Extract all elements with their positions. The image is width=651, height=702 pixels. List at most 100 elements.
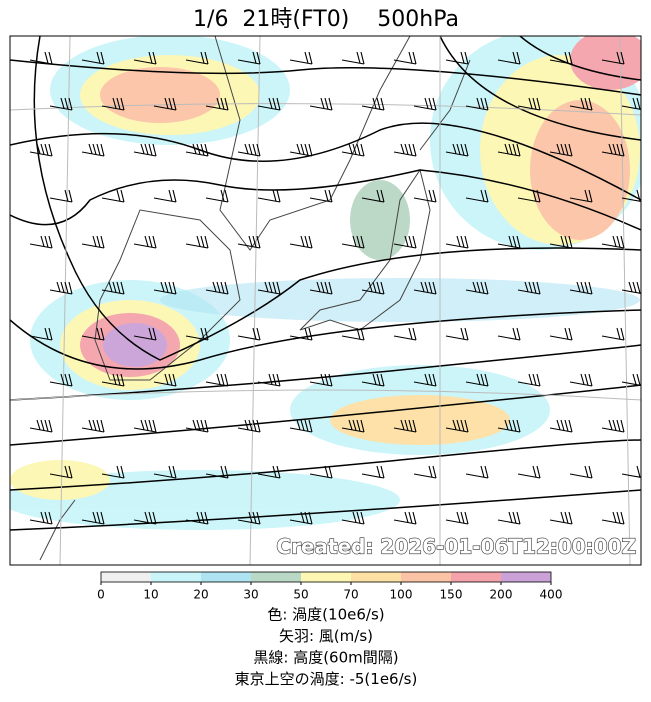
wind-barb xyxy=(517,97,541,111)
colorbar-frame xyxy=(100,571,552,583)
wind-barb xyxy=(393,511,417,525)
wind-barb xyxy=(133,235,157,249)
colorbar-segment xyxy=(501,572,551,582)
legend-line: 矢羽: 風(m/s) xyxy=(279,627,373,645)
colorbar-tick-label: 70 xyxy=(343,588,358,602)
coastlines xyxy=(39,36,471,561)
wind-barb xyxy=(49,97,73,111)
wind-barb xyxy=(549,51,573,65)
wind-barb xyxy=(289,143,313,157)
wind-barb xyxy=(153,465,177,479)
wind-barb xyxy=(257,373,281,387)
wind-barb xyxy=(185,51,209,65)
wind-barb xyxy=(601,51,625,65)
colorbar: 0 10 20 30 50 70 100 150 200 400 xyxy=(97,571,562,602)
colorbar-tick-label: 0 xyxy=(97,588,105,602)
wind-barb xyxy=(341,419,365,433)
wind-barb xyxy=(133,327,157,341)
wind-barb xyxy=(413,97,437,111)
wind-barb xyxy=(517,465,541,479)
colorbar-tick-label: 200 xyxy=(490,588,513,602)
wind-barb xyxy=(393,327,417,341)
wind-barb xyxy=(601,419,625,433)
wind-barb xyxy=(185,511,209,525)
wind-barb xyxy=(497,511,521,525)
wind-barb xyxy=(413,465,437,479)
map-frame xyxy=(9,35,642,566)
wind-barb xyxy=(465,373,489,387)
wind-barb xyxy=(621,189,641,203)
wind-barb xyxy=(81,327,105,341)
wind-barb xyxy=(289,511,313,525)
wind-barb xyxy=(237,51,261,65)
wind-barb xyxy=(569,465,593,479)
colorbar-tick-label: 30 xyxy=(243,588,258,602)
wind-barb xyxy=(549,511,573,525)
wind-barb xyxy=(445,51,469,65)
colorbar-segment xyxy=(451,572,501,582)
wind-barb xyxy=(29,51,53,65)
wind-barb xyxy=(289,51,313,65)
wind-barb xyxy=(445,327,469,341)
colorbar-segment xyxy=(251,572,301,582)
wind-barb xyxy=(101,465,125,479)
legend: 色: 渦度(10e6/s) 矢羽: 風(m/s) 黒線: 高度(60m間隔) 東京上空… xyxy=(235,606,418,689)
wind-barb xyxy=(393,419,417,433)
wind-barb xyxy=(289,327,313,341)
wind-barb xyxy=(517,373,541,387)
wind-barb xyxy=(153,97,177,111)
wind-barb xyxy=(413,281,437,295)
wind-barb xyxy=(257,465,281,479)
wind-barb xyxy=(81,419,105,433)
wind-barb xyxy=(341,511,365,525)
colorbar-segment xyxy=(201,572,251,582)
wind-barb xyxy=(205,373,229,387)
wind-barb xyxy=(185,143,209,157)
wind-barb xyxy=(153,373,177,387)
wind-barb xyxy=(49,373,73,387)
vorticity-shading xyxy=(10,36,641,530)
wind-barb xyxy=(601,511,625,525)
wind-barb xyxy=(289,419,313,433)
wind-barb xyxy=(621,281,641,295)
wind-barb xyxy=(81,235,105,249)
colorbar-tick-label: 10 xyxy=(143,588,158,602)
wind-barb xyxy=(257,281,281,295)
wind-barb xyxy=(29,235,53,249)
wind-barb xyxy=(185,235,209,249)
wind-barb xyxy=(341,235,365,249)
wind-barb xyxy=(101,97,125,111)
wind-barb xyxy=(29,327,53,341)
wind-barb xyxy=(549,327,573,341)
wind-barb xyxy=(413,189,437,203)
wind-barb xyxy=(465,281,489,295)
wind-barb xyxy=(413,373,437,387)
wind-barb xyxy=(361,373,385,387)
wind-barb xyxy=(185,327,209,341)
colorbar-segment xyxy=(351,572,401,582)
wind-barb xyxy=(497,419,521,433)
legend-line: 東京上空の渦度: -5(1e6/s) xyxy=(235,670,418,688)
wind-barb xyxy=(29,419,53,433)
wind-barb xyxy=(133,511,157,525)
wind-barb xyxy=(549,143,573,157)
wind-barb xyxy=(309,465,333,479)
created-stamp: Created: 2026-01-06T12:00:00Z xyxy=(276,535,636,559)
wind-barb xyxy=(49,189,73,203)
wind-barb xyxy=(393,51,417,65)
colorbar-segment xyxy=(101,572,151,582)
colorbar-segment xyxy=(151,572,201,582)
wind-barb xyxy=(361,281,385,295)
wind-barb xyxy=(465,97,489,111)
wind-barb xyxy=(153,281,177,295)
colorbar-tick-label: 100 xyxy=(390,588,413,602)
wind-barb xyxy=(101,281,125,295)
wind-barb xyxy=(289,235,313,249)
wind-barb xyxy=(601,327,625,341)
wind-barb xyxy=(309,189,333,203)
wind-barb xyxy=(49,281,73,295)
wind-barb xyxy=(29,143,53,157)
wind-barb xyxy=(621,465,641,479)
map xyxy=(10,36,641,565)
